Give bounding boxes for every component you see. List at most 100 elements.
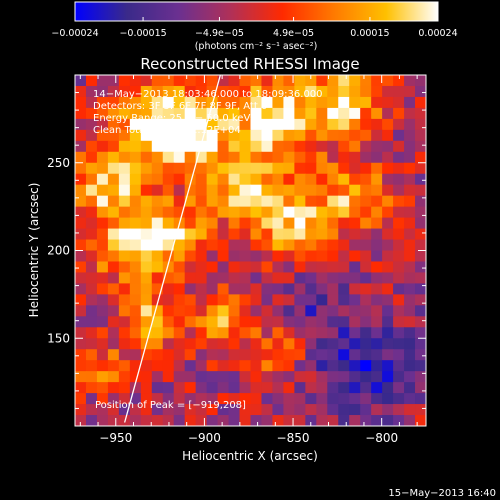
heatmap-cell bbox=[393, 272, 405, 285]
annotation-line: Energy Range: 25.0 − 50.0 keV bbox=[93, 113, 250, 124]
heatmap-cell bbox=[206, 272, 219, 285]
heatmap-cell bbox=[250, 228, 263, 241]
y-tick-label: 250 bbox=[47, 156, 70, 170]
heatmap-cell bbox=[272, 217, 285, 230]
heatmap-cell bbox=[360, 316, 372, 328]
heatmap-cell bbox=[140, 228, 153, 241]
heatmap-cell bbox=[107, 206, 120, 219]
heatmap-cell bbox=[283, 250, 295, 263]
heatmap-cell bbox=[283, 382, 295, 394]
heatmap-cell bbox=[85, 228, 98, 241]
heatmap-cell bbox=[272, 151, 285, 164]
heatmap-cell bbox=[404, 283, 416, 295]
heatmap-cell bbox=[217, 272, 230, 285]
heatmap-cell bbox=[305, 118, 317, 131]
heatmap-cell bbox=[184, 107, 197, 120]
heatmap-cell bbox=[393, 228, 405, 241]
heatmap-cell bbox=[140, 294, 153, 306]
heatmap-cell bbox=[162, 217, 175, 230]
heatmap-cell bbox=[393, 261, 405, 274]
heatmap-cell bbox=[195, 206, 208, 219]
heatmap-cell bbox=[371, 107, 383, 120]
heatmap-cell bbox=[294, 415, 306, 426]
heatmap-cell bbox=[294, 140, 306, 153]
heatmap-cell bbox=[349, 173, 361, 186]
colorbar-ticks: −0.00024 −0.00015 −4.9e−05 4.9e−05 0.00015 0.… bbox=[51, 17, 458, 39]
heatmap-cell bbox=[261, 316, 274, 328]
heatmap-cell bbox=[305, 195, 317, 208]
heatmap-cell bbox=[415, 283, 426, 295]
heatmap-cell bbox=[195, 239, 208, 252]
heatmap-cell bbox=[140, 118, 153, 131]
heatmap-cell bbox=[371, 360, 383, 372]
heatmap-cell bbox=[228, 250, 241, 263]
heatmap-cell bbox=[316, 327, 328, 339]
heatmap-cell bbox=[294, 327, 306, 339]
heatmap-cell bbox=[129, 239, 142, 252]
heatmap-cell bbox=[360, 151, 372, 164]
heatmap-cell bbox=[96, 261, 109, 274]
heatmap-cell bbox=[327, 382, 339, 394]
heatmap-cell bbox=[261, 261, 274, 274]
heatmap-cell bbox=[283, 107, 295, 120]
heatmap-cell bbox=[305, 393, 317, 405]
heatmap-cell bbox=[283, 195, 295, 208]
heatmap-cell bbox=[272, 184, 285, 197]
heatmap-cell bbox=[404, 195, 416, 208]
heatmap-cell bbox=[316, 206, 328, 219]
heatmap-cell bbox=[184, 294, 197, 306]
heatmap-cell bbox=[404, 250, 416, 263]
heatmap-cell bbox=[184, 404, 197, 416]
heatmap-cell bbox=[272, 173, 285, 186]
heatmap-cell bbox=[107, 107, 120, 120]
heatmap-cell bbox=[173, 206, 186, 219]
heatmap-cell bbox=[261, 338, 274, 350]
heatmap-cell bbox=[140, 173, 153, 186]
heatmap-cell bbox=[129, 151, 142, 164]
heatmap-cell bbox=[349, 195, 361, 208]
heatmap-cell bbox=[261, 404, 274, 416]
heatmap-cell bbox=[228, 173, 241, 186]
heatmap-cell bbox=[283, 338, 295, 350]
heatmap-cell bbox=[305, 272, 317, 285]
heatmap-cell bbox=[173, 107, 186, 120]
heatmap-cell bbox=[305, 184, 317, 197]
heatmap-cell bbox=[349, 360, 361, 372]
heatmap-cell bbox=[382, 283, 394, 295]
heatmap-cell bbox=[151, 107, 164, 120]
heatmap-cell bbox=[283, 272, 295, 285]
heatmap-cell bbox=[151, 195, 164, 208]
heatmap-cell bbox=[327, 393, 339, 405]
heatmap-cell bbox=[173, 294, 186, 306]
heatmap-cell bbox=[118, 338, 131, 350]
heatmap-cell bbox=[283, 305, 295, 317]
heatmap-cell bbox=[404, 305, 416, 317]
heatmap-cell bbox=[305, 140, 317, 153]
annotation-line: 14−May−2013 18:03:46.000 to 18:09:36.000 bbox=[93, 89, 323, 100]
heatmap-cell bbox=[349, 85, 361, 98]
heatmap-cell bbox=[415, 294, 426, 306]
heatmap-cell bbox=[360, 228, 372, 241]
heatmap-cell bbox=[75, 349, 87, 361]
heatmap-cell bbox=[404, 151, 416, 164]
heatmap-cell bbox=[360, 415, 372, 426]
heatmap-cell bbox=[382, 393, 394, 405]
heatmap-cell bbox=[107, 239, 120, 252]
heatmap-cell bbox=[151, 184, 164, 197]
heatmap-cell bbox=[75, 107, 87, 120]
heatmap-cell bbox=[118, 195, 131, 208]
heatmap-cell bbox=[305, 338, 317, 350]
heatmap-cell bbox=[294, 305, 306, 317]
heatmap-cell bbox=[327, 327, 339, 339]
heatmap-cell bbox=[250, 129, 263, 142]
colorbar-tick-label: −0.00015 bbox=[119, 28, 166, 39]
heatmap-cell bbox=[393, 283, 405, 295]
heatmap-cell bbox=[371, 129, 383, 142]
colorbar-tick-label: 4.9e−05 bbox=[273, 28, 314, 39]
heatmap-cell bbox=[349, 151, 361, 164]
heatmap-cell bbox=[107, 129, 120, 142]
heatmap-cell bbox=[404, 415, 416, 426]
heatmap-cell bbox=[371, 294, 383, 306]
heatmap-cell bbox=[228, 184, 241, 197]
heatmap-cell bbox=[382, 261, 394, 274]
